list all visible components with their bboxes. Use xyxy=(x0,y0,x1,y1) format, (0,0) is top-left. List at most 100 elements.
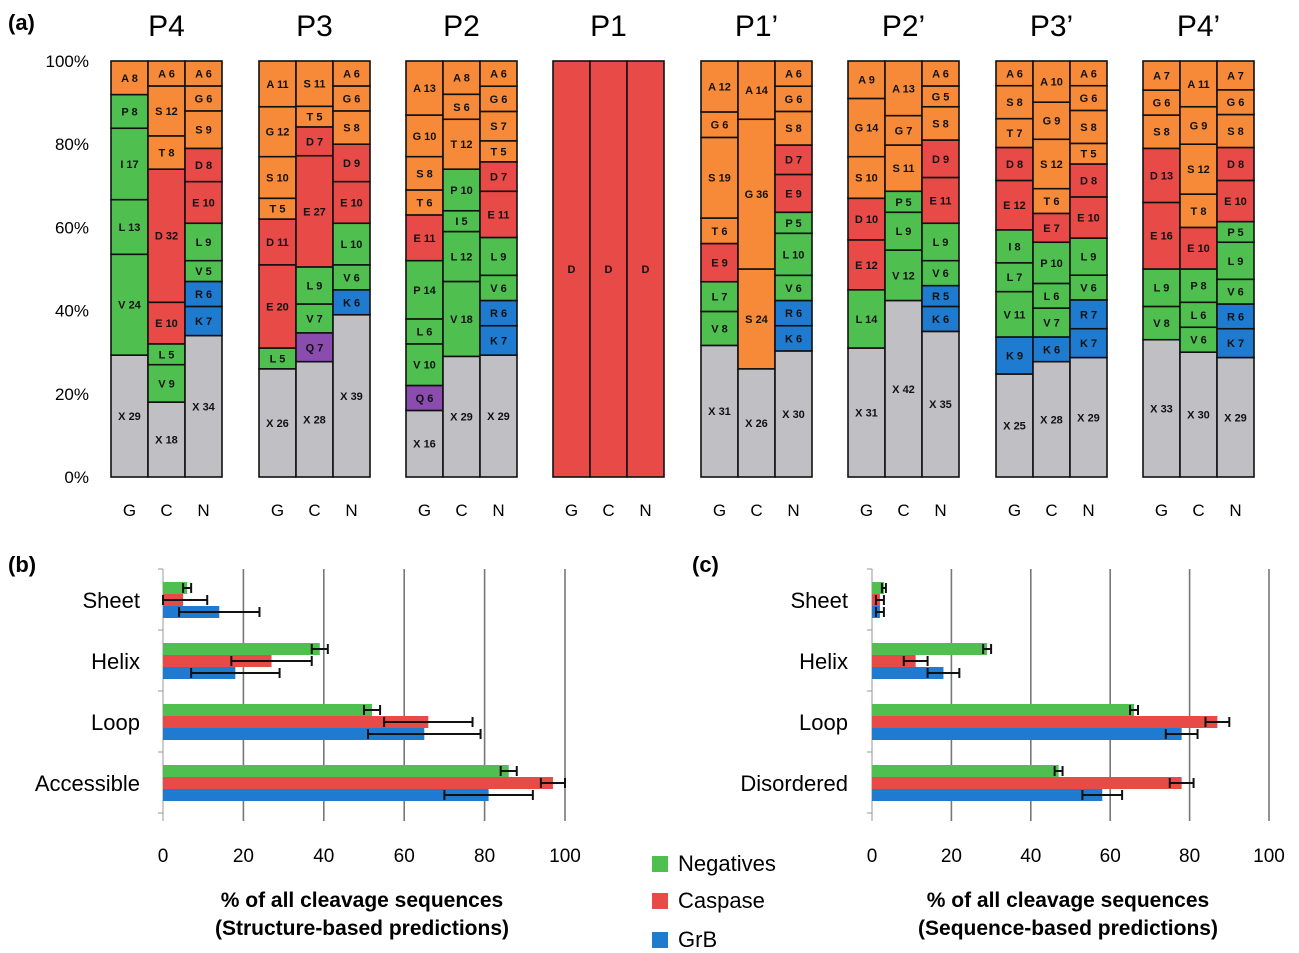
segment-p4-n-x-29 xyxy=(1216,356,1255,478)
segment-p3-g-a-6 xyxy=(995,60,1034,87)
segment-label: R 5 xyxy=(932,291,949,303)
column-label: C xyxy=(308,501,320,520)
column-label: N xyxy=(345,501,357,520)
segment-label: E 12 xyxy=(855,260,878,272)
segment-p2-g-s-8 xyxy=(405,155,444,191)
column-label: C xyxy=(160,501,172,520)
segment-label: T 5 xyxy=(1081,149,1097,161)
x-axis-label: % of all cleavage sequences xyxy=(221,889,503,912)
bar-negatives-helix xyxy=(163,643,320,655)
segment-label: I 17 xyxy=(120,159,138,171)
column-label: C xyxy=(1192,501,1204,520)
column-label: G xyxy=(418,501,431,520)
segment-p3-c-l-9 xyxy=(295,266,334,305)
column-label: N xyxy=(639,501,651,520)
segment-label: X 26 xyxy=(266,418,289,430)
segment-label: G 6 xyxy=(1227,97,1245,109)
segment-label: V 6 xyxy=(1190,335,1207,347)
segment-label: S 7 xyxy=(490,121,507,133)
segment-label: T 12 xyxy=(450,139,472,151)
segment-p3-n-s-8 xyxy=(1069,109,1108,145)
segment-label: A 6 xyxy=(195,68,212,80)
bar-grb-loop xyxy=(163,728,425,740)
segment-label: E 11 xyxy=(413,233,435,245)
panel-b-chart: (b) 0 20 40 60 80 100 Sheet Helix Loop Accessible… xyxy=(8,552,581,940)
segment-label: S 8 xyxy=(1006,97,1023,109)
segment-label: A 6 xyxy=(490,69,507,81)
segment-p4-g-x-29 xyxy=(110,354,149,478)
segment-label: L 9 xyxy=(307,280,323,292)
segment-label: R 6 xyxy=(1227,311,1244,323)
segment-label: V 6 xyxy=(932,268,949,280)
segment-p1-n-e-9 xyxy=(774,173,813,214)
segment-p4-n-d-8 xyxy=(184,147,223,183)
position-label-p3: P3’ xyxy=(1030,10,1073,43)
segment-label: X 29 xyxy=(1224,412,1247,424)
segment-p1-n-r-6 xyxy=(774,299,813,327)
segment-label: D 8 xyxy=(1227,159,1244,171)
segment-p3-c-x-28 xyxy=(295,360,334,478)
segment-label: V 6 xyxy=(1080,283,1097,295)
position-label-p4: P4’ xyxy=(1177,10,1220,43)
segment-p2-n-a-6 xyxy=(479,60,518,88)
segment-label: V 9 xyxy=(158,378,175,390)
legend-label-caspase: Caspase xyxy=(678,888,765,913)
segment-p1-g-x-31 xyxy=(700,344,739,478)
position-label-p1: P1 xyxy=(590,10,627,43)
segment-label: X 18 xyxy=(155,435,178,447)
segment-label: E 7 xyxy=(1043,223,1060,235)
segment-label: A 6 xyxy=(1006,68,1023,80)
legend-swatch-caspase xyxy=(652,893,668,909)
segment-p2-n-e-11 xyxy=(479,190,518,239)
segment-label: P 8 xyxy=(121,106,137,118)
segment-label: E 10 xyxy=(1224,196,1247,208)
segment-label: V 5 xyxy=(195,266,212,278)
bar-negatives-sheet xyxy=(163,582,188,594)
segment-p2-n-v-6 xyxy=(479,274,518,302)
x-tick-label: 100 xyxy=(1253,846,1285,867)
segment-label: E 11 xyxy=(487,209,509,221)
segment-p3-n-s-8 xyxy=(332,110,371,145)
segment-p2-g-x-16 xyxy=(405,409,444,478)
segment-label: G 6 xyxy=(490,94,508,106)
segment-label: G 14 xyxy=(855,123,880,135)
segment-label: S 12 xyxy=(155,106,178,118)
segment-p4-n-a-7 xyxy=(1216,60,1255,91)
legend-swatch-negatives xyxy=(652,856,668,872)
segment-label: L 14 xyxy=(856,314,879,326)
segment-label: E 9 xyxy=(785,188,802,200)
segment-label: E 11 xyxy=(929,195,951,207)
segment-p4-c-l-6 xyxy=(1179,301,1218,329)
segment-label: I 5 xyxy=(455,216,467,228)
segment-label: K 6 xyxy=(932,314,949,326)
category-label-loop: Loop xyxy=(799,710,848,735)
y-tick-label: 60% xyxy=(55,218,89,237)
segment-label: S 12 xyxy=(1040,159,1063,171)
segment-p3-n-d-8 xyxy=(1069,163,1108,198)
segment-label: A 6 xyxy=(1080,68,1097,80)
segment-p2-c-x-29 xyxy=(442,355,481,478)
segment-label: A 10 xyxy=(1040,77,1063,89)
segment-label: X 31 xyxy=(855,408,878,420)
segment-label: V 11 xyxy=(1003,309,1025,321)
segment-label: S 6 xyxy=(453,102,470,114)
segment-p2-n-l-9 xyxy=(479,236,518,277)
segment-p1-c-s-24 xyxy=(737,268,776,370)
segment-label: D xyxy=(568,264,576,276)
segment-p3-n-e-10 xyxy=(332,180,371,225)
segment-label: V 7 xyxy=(306,313,323,325)
segment-label: V 8 xyxy=(1153,318,1170,330)
segment-p4-n-k-7 xyxy=(184,305,223,337)
segment-p2-c-v-18 xyxy=(442,280,481,358)
column-label: G xyxy=(713,501,726,520)
x-tick-label: 20 xyxy=(233,846,254,867)
segment-p2-c-l-12 xyxy=(442,230,481,283)
segment-p1-g-g-6 xyxy=(700,111,739,139)
segment-label: E 10 xyxy=(192,197,215,209)
panel-c-chart: (c) 0 20 40 60 80 100 Sheet Helix Loop Disordered… xyxy=(692,552,1285,940)
category-label-loop: Loop xyxy=(91,710,140,735)
segment-p4-g-a-7 xyxy=(1142,60,1181,91)
x-tick-label: 0 xyxy=(158,846,169,867)
segment-label: S 12 xyxy=(1187,164,1210,176)
segment-p1-c-d xyxy=(589,60,628,478)
